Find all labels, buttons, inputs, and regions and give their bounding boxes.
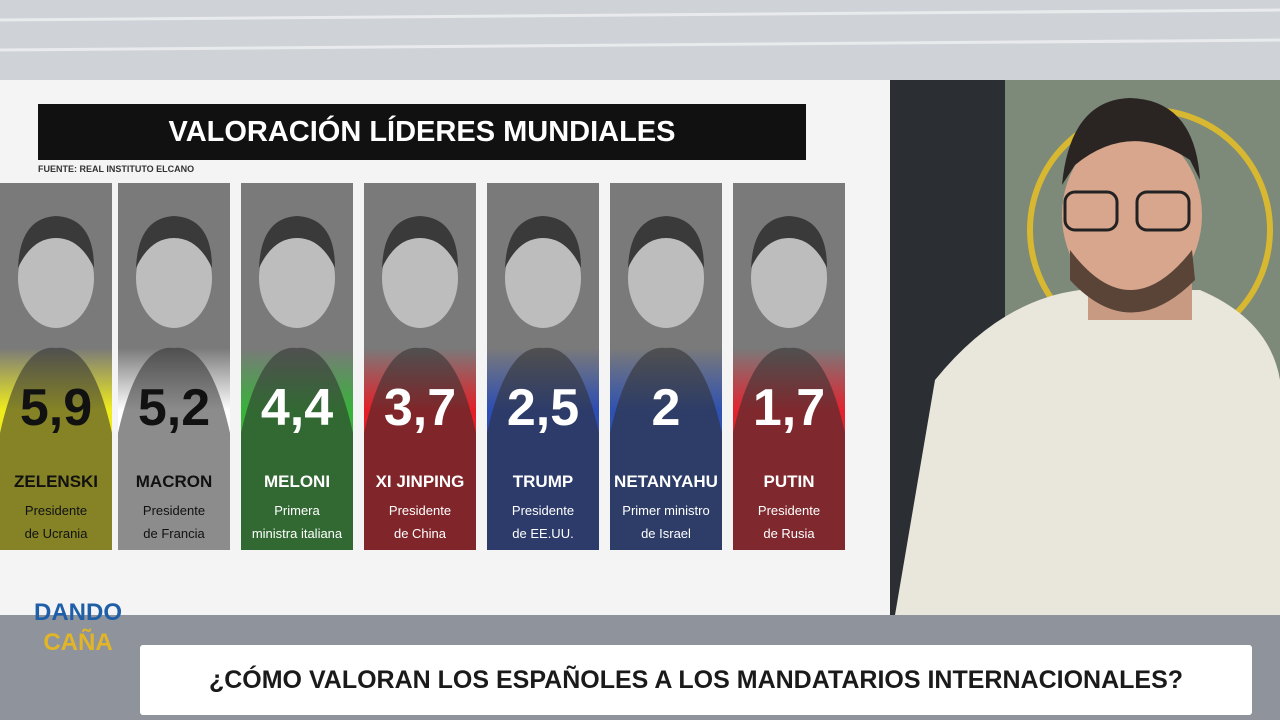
score: 3,7 — [383, 379, 457, 437]
leader-name: PUTIN — [763, 472, 815, 491]
presenter-hair — [1062, 98, 1200, 185]
score: 4,4 — [260, 379, 334, 437]
studio-top — [0, 0, 1280, 80]
leader-card: 2 NETANYAHU Primer ministro de Israel — [610, 183, 722, 550]
presenter-beard — [1070, 250, 1195, 313]
leader-role: Presidente — [388, 503, 452, 518]
leader-role: Presidente — [757, 503, 821, 518]
leader-role: Primera — [274, 503, 320, 518]
leader-card: 5,2 MACRON Presidente de Francia — [118, 183, 230, 550]
score: 2 — [651, 379, 681, 437]
leader-role: de Francia — [143, 526, 205, 541]
presenter-face — [1062, 130, 1202, 300]
leader-role: Presidente — [511, 503, 575, 518]
presenter-shirt — [895, 290, 1280, 615]
leader-name: TRUMP — [512, 472, 574, 491]
leader-name: MELONI — [263, 472, 331, 491]
portrait — [364, 183, 476, 550]
leader-card: 3,7 XI JINPING Presidente de China — [364, 183, 476, 550]
leader-name: XI JINPING — [375, 472, 465, 491]
leader-role: de Ucrania — [24, 526, 88, 541]
score: 5,2 — [137, 379, 211, 437]
leader-role: de China — [393, 526, 447, 541]
presenter-glasses — [1063, 190, 1191, 232]
leader-role: Primer ministro — [622, 503, 710, 518]
score: 5,9 — [19, 379, 93, 437]
portrait — [118, 183, 230, 550]
leader-card: 5,9 ZELENSKI Presidente de Ucrania — [0, 183, 112, 550]
graphic-source: FUENTE: REAL INSTITUTO ELCANO — [38, 164, 195, 174]
portrait — [487, 183, 599, 550]
leader-name: ZELENSKI — [13, 472, 99, 491]
graphic-title: VALORACIÓN LÍDERES MUNDIALES — [38, 104, 806, 160]
studio-lines — [0, 8, 1280, 52]
leader-card: 2,5 TRUMP Presidente de EE.UU. — [487, 183, 599, 550]
leader-role: Presidente — [142, 503, 206, 518]
logo-line: DANDO — [34, 599, 122, 626]
lower-third: ¿CÓMO VALORAN LOS ESPAÑOLES A LOS MANDAT… — [140, 645, 1252, 715]
portrait — [241, 183, 353, 550]
leader-role: de EE.UU. — [512, 526, 574, 541]
logo-line: CAÑA — [43, 629, 113, 656]
leader-card: 4,4 MELONI Primera ministra italiana — [241, 183, 353, 550]
leader-role: de Israel — [641, 526, 691, 541]
leader-card: 1,7 PUTIN Presidente de Rusia — [733, 183, 845, 550]
portrait — [733, 183, 845, 550]
score: 1,7 — [752, 379, 826, 437]
leader-role: Presidente — [24, 503, 88, 518]
leader-role: ministra italiana — [251, 526, 343, 541]
leader-role: de Rusia — [763, 526, 815, 541]
score: 2,5 — [506, 379, 580, 437]
leader-name: NETANYAHU — [614, 472, 718, 491]
show-logo: DANDO CAÑA — [18, 598, 138, 658]
portrait — [610, 183, 722, 550]
leader-name: MACRON — [135, 472, 213, 491]
portrait — [0, 183, 112, 550]
